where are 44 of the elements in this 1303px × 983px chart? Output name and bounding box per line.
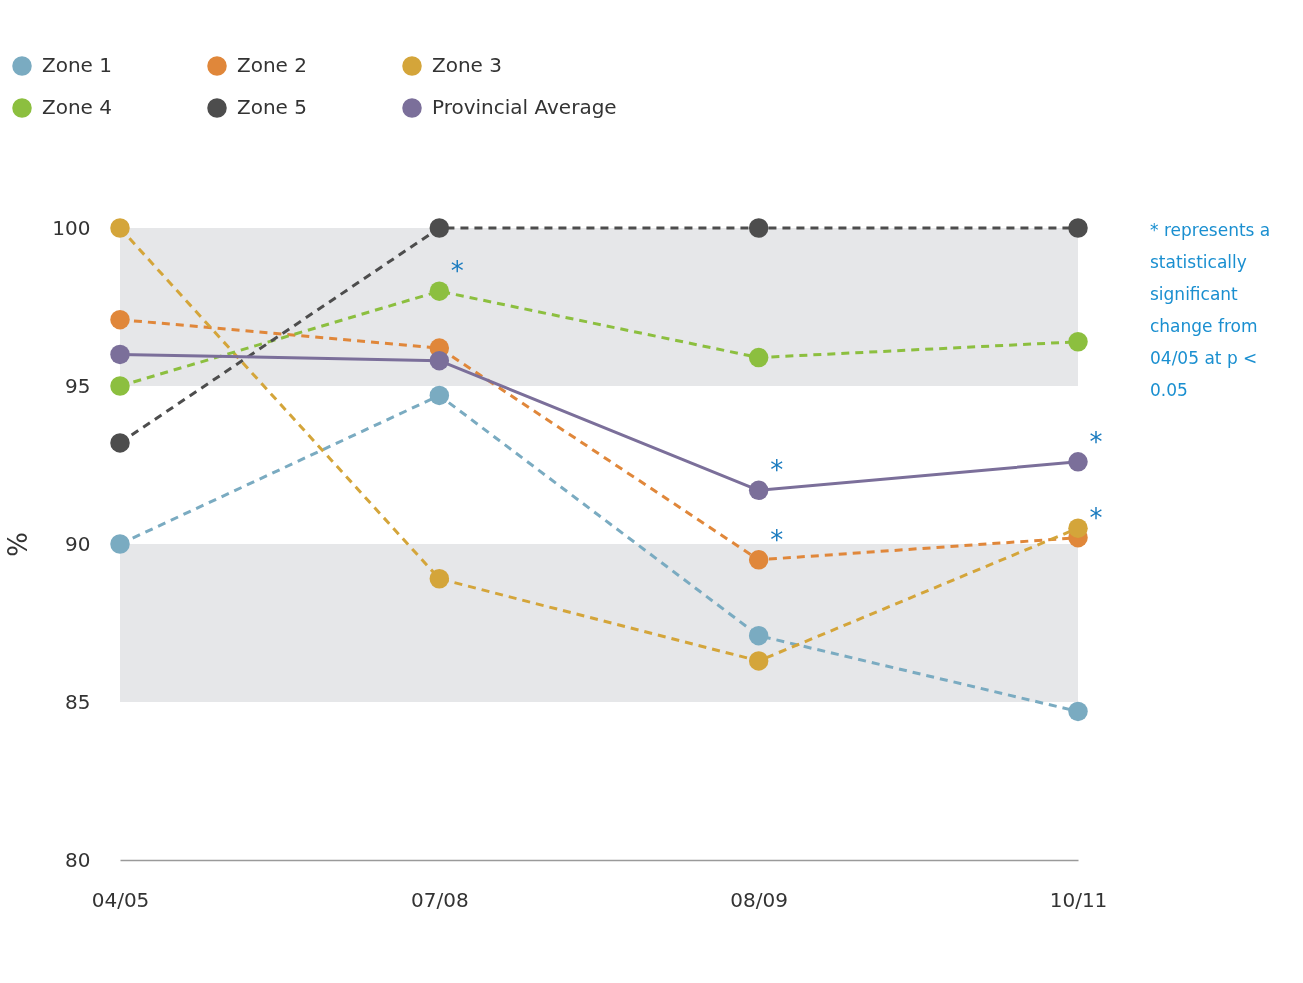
annotation: * xyxy=(770,455,784,486)
annotation: * xyxy=(770,524,784,555)
point xyxy=(748,625,769,646)
y-tick-label: 80 xyxy=(65,847,91,872)
annotation: * xyxy=(450,256,464,287)
point xyxy=(429,218,450,238)
point xyxy=(748,651,769,671)
x-tick-label: 07/08 xyxy=(411,887,469,912)
y-tick-label: 90 xyxy=(65,531,91,556)
point xyxy=(110,376,130,396)
legend-label: Zone 5 xyxy=(237,95,307,119)
point xyxy=(748,550,769,570)
y-axis-title: % xyxy=(3,532,34,557)
point xyxy=(429,569,450,589)
point xyxy=(1068,332,1088,352)
point xyxy=(429,281,450,301)
point xyxy=(110,344,130,365)
point xyxy=(748,218,769,238)
point xyxy=(1068,701,1088,722)
annotation: * xyxy=(1089,426,1103,457)
annotation: * xyxy=(1089,502,1103,533)
y-tick-label: 85 xyxy=(65,689,91,714)
legend-label: Zone 1 xyxy=(42,53,112,77)
point xyxy=(110,534,130,554)
y-tick-label: 95 xyxy=(65,373,91,398)
point xyxy=(1068,218,1088,238)
point xyxy=(748,480,769,501)
point xyxy=(1068,452,1088,472)
x-tick-label: 10/11 xyxy=(1049,887,1108,912)
y-tick-label: 100 xyxy=(52,215,91,240)
point xyxy=(429,385,450,406)
legend-label: Zone 4 xyxy=(42,95,112,119)
legend-label: Zone 2 xyxy=(237,53,307,77)
text: * represents a statistically significant change from 04/05 at p < 0.05 xyxy=(1150,219,1272,402)
point xyxy=(110,433,130,453)
point xyxy=(429,350,450,371)
x-tick-label: 04/05 xyxy=(91,887,150,912)
point xyxy=(748,347,769,368)
point xyxy=(1068,518,1088,538)
point xyxy=(110,309,130,330)
legend-label: Provincial Average xyxy=(432,95,617,119)
point xyxy=(110,218,130,238)
x-tick-label: 08/09 xyxy=(730,887,788,912)
legend-label: Zone 3 xyxy=(432,53,502,77)
